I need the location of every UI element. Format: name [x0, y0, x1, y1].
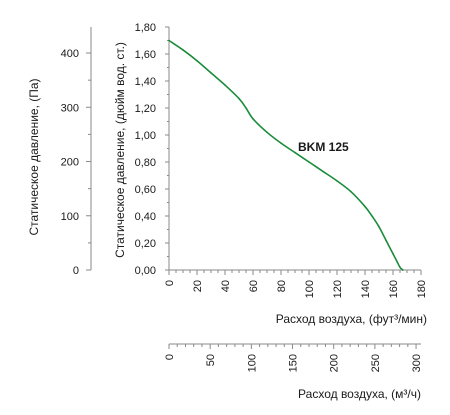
pa-tick-label: 200 — [61, 157, 79, 169]
inwg-tick-label: 1,40 — [135, 76, 156, 88]
m3h-tick-label: 0 — [164, 354, 176, 360]
series-point — [196, 59, 198, 62]
series-point — [252, 118, 254, 120]
series-point — [396, 261, 399, 263]
inwg-tick-label: 0,00 — [135, 265, 156, 277]
m3h-tick-label: 100 — [246, 354, 258, 372]
cfm-tick-label: 140 — [360, 280, 372, 298]
cfm-tick-label: 20 — [192, 280, 204, 292]
inwg-tick-label: 0,60 — [135, 184, 156, 196]
inwg-tick-label: 1,60 — [135, 49, 156, 61]
inwg-tick-label: 1,80 — [135, 22, 156, 34]
m3h-tick-label: 200 — [329, 354, 341, 372]
m3h-axis: 0 50 100 150 200 250 300 — [164, 343, 423, 372]
series-point — [245, 107, 247, 109]
pa-tick-label: 400 — [61, 48, 79, 60]
inwg-tick-label: 0,20 — [135, 238, 156, 250]
m3h-axis-title: Расход воздуха, (м³/ч) — [298, 387, 421, 401]
cfm-tick-label: 60 — [248, 280, 260, 292]
series-point — [371, 215, 373, 217]
series-point — [336, 180, 338, 182]
cfm-axis: 0 20 40 60 80 100 120 140 160 180 — [164, 269, 428, 298]
cfm-tick-label: 0 — [164, 280, 176, 286]
pa-axis-title: Статическое давление, (Па) — [27, 78, 41, 235]
series-point — [266, 131, 268, 134]
pa-tick-label: 0 — [73, 265, 79, 277]
inwg-tick-label: 1,20 — [135, 103, 156, 115]
plot-area — [168, 39, 404, 271]
series-point — [378, 226, 380, 228]
inwg-axis-title: Статическое давление, (дюйм вод. ст.) — [113, 42, 127, 258]
cfm-tick-label: 100 — [304, 280, 316, 298]
m3h-tick-label: 50 — [205, 354, 217, 366]
series-point — [385, 239, 387, 242]
series-point — [392, 253, 394, 255]
cfm-axis-title: Расход воздуха, (фут³/мин) — [276, 312, 427, 326]
series-line-0 — [168, 39, 404, 271]
inwg-tick-label: 0,80 — [135, 157, 156, 169]
inwg-axis: 0,00 0,20 0,40 0,60 0,80 1,00 1,20 1,40 1,60 1,80 — [135, 22, 170, 277]
pa-axis: 0 100 200 300 400 — [61, 27, 92, 277]
pa-tick-label: 100 — [61, 211, 79, 223]
pa-tick-label: 300 — [61, 102, 79, 114]
series-point — [224, 84, 226, 86]
inwg-tick-label: 0,40 — [135, 211, 156, 223]
series-point — [399, 266, 401, 269]
series-point — [238, 97, 240, 100]
cfm-tick-label: 180 — [416, 280, 428, 298]
series-point — [322, 170, 324, 173]
m3h-tick-label: 300 — [411, 354, 423, 372]
m3h-tick-label: 250 — [370, 354, 382, 372]
series-point — [210, 72, 212, 74]
cfm-tick-label: 120 — [332, 280, 344, 298]
inwg-tick-label: 1,00 — [135, 130, 156, 142]
series-point — [364, 205, 366, 208]
series-point — [350, 190, 352, 193]
series-point — [294, 151, 296, 154]
series-point — [168, 39, 170, 42]
cfm-tick-label: 40 — [220, 280, 232, 292]
series-label: BKM 125 — [298, 140, 349, 154]
cfm-tick-label: 80 — [276, 280, 288, 292]
m3h-tick-label: 150 — [288, 354, 300, 372]
series-point — [182, 49, 184, 51]
cfm-tick-label: 160 — [388, 280, 400, 298]
series-point — [308, 161, 310, 163]
series-point — [402, 269, 404, 271]
series-point — [280, 142, 282, 144]
